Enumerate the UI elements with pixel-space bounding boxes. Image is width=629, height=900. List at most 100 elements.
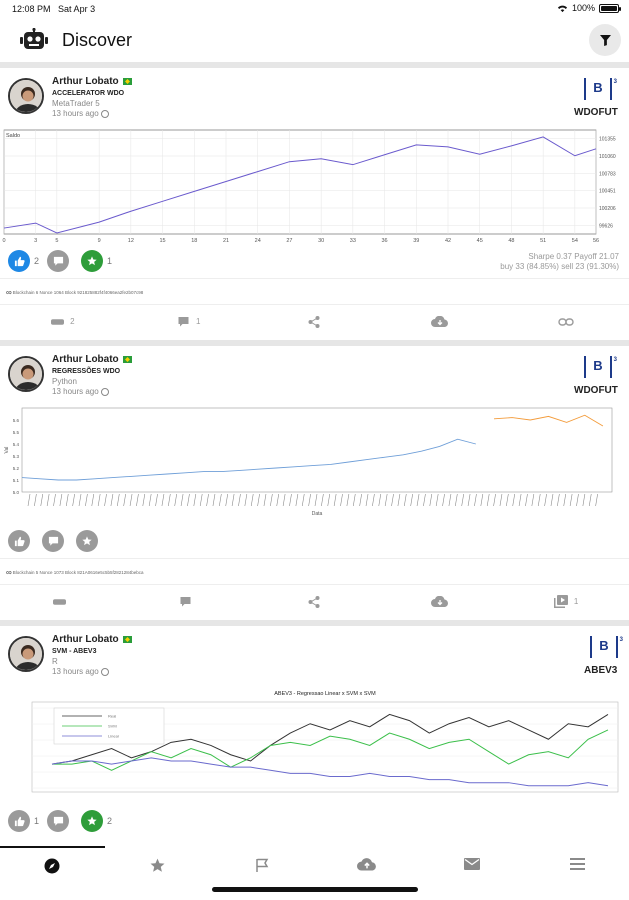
avatar[interactable] [8, 78, 44, 114]
svm-chart[interactable]: ABEV3 - Regressao Linear x SVM x SVM Real… [0, 688, 629, 798]
x-tick-label [199, 493, 203, 507]
tab-favorites[interactable] [105, 858, 209, 873]
x-tick-label [219, 493, 222, 507]
avatar[interactable] [8, 356, 44, 392]
author-name[interactable]: Arthur Lobato [52, 354, 132, 365]
x-tick-label [282, 493, 286, 507]
star-count: 1 [107, 256, 113, 266]
y-tick-label: 5.1 [13, 478, 20, 483]
globe-icon [100, 387, 109, 396]
download-button[interactable] [377, 585, 503, 618]
cloud-download-icon [431, 315, 449, 327]
x-tick-label [455, 493, 458, 507]
download-button[interactable] [377, 305, 503, 338]
x-tick-label [359, 493, 362, 507]
post-card[interactable]: Arthur Lobato ACCELERATOR WDO MetaTrader… [0, 68, 629, 340]
dislike-button[interactable] [47, 810, 70, 832]
reactions [8, 530, 106, 552]
x-tick-label [250, 493, 254, 507]
share-button[interactable] [252, 585, 378, 618]
divider [0, 278, 629, 279]
video-button[interactable]: 1 [503, 585, 629, 618]
like-button[interactable] [8, 530, 30, 552]
tab-messages[interactable] [420, 858, 524, 870]
like-button[interactable] [8, 250, 30, 272]
separator [0, 62, 629, 68]
y-tick-label: 101060 [599, 154, 616, 160]
x-tick-label: 42 [445, 238, 451, 244]
chart-title: Saldo [6, 133, 20, 139]
tab-menu[interactable] [525, 858, 629, 870]
cloud-upload-icon [357, 858, 376, 871]
tab-flags[interactable] [210, 858, 314, 873]
x-tick-label [544, 493, 547, 507]
y-axis-label: Val [4, 447, 10, 454]
tab-discover[interactable] [0, 858, 104, 874]
views-button[interactable] [0, 585, 126, 618]
dislike-button[interactable] [42, 530, 64, 552]
x-tick-label: 18 [191, 238, 197, 244]
series-line-Linear [51, 757, 609, 787]
comments-button[interactable] [126, 585, 252, 618]
thumbs-up-icon [14, 256, 25, 266]
reactions: 2 1 [8, 250, 116, 272]
x-tick-label: 9 [98, 238, 101, 244]
post-card[interactable]: Arthur Lobato REGRESSÕES WDO Python 13 h… [0, 346, 629, 620]
menu-icon [569, 858, 585, 870]
avatar[interactable] [8, 636, 44, 672]
status-date: Sat Apr 3 [58, 4, 96, 14]
x-tick-label: 39 [413, 238, 419, 244]
x-tick-label [142, 493, 146, 507]
status-time: 12:08 PM [12, 4, 51, 14]
author-name[interactable]: Arthur Lobato [52, 76, 132, 87]
y-tick-label: 101355 [599, 137, 616, 143]
x-tick-label [340, 493, 343, 507]
x-tick-label [327, 493, 331, 507]
battery-percent: 100% [571, 3, 595, 13]
x-tick-label [525, 493, 528, 507]
tab-upload[interactable] [315, 858, 419, 872]
x-tick-label [257, 493, 260, 507]
author-name[interactable]: Arthur Lobato [52, 634, 132, 645]
x-tick-label [91, 493, 95, 507]
share-button[interactable] [252, 305, 378, 338]
wifi-icon [557, 5, 568, 12]
comments-count: 1 [195, 317, 201, 326]
x-tick-label [289, 493, 292, 507]
dislike-button[interactable] [47, 250, 70, 272]
mail-icon [464, 858, 480, 870]
battery-icon [599, 3, 621, 13]
x-tick-label: 0 [2, 238, 5, 244]
globe-icon [100, 667, 109, 676]
x-tick-label [129, 493, 133, 507]
x-tick-label [295, 493, 299, 507]
x-tick-label [518, 493, 522, 507]
x-tick-label: 36 [382, 238, 388, 244]
equity-chart[interactable]: 0 3 5 9 12 15 18 21 24 27 30 33 36 39 42 45 48 51 54 56 9962… [0, 126, 629, 244]
views-button[interactable]: 2 [0, 305, 126, 338]
stats-line-1: Sharpe 0.37 Payoff 21.07 [528, 252, 619, 261]
strategy-name: REGRESSÕES WDO [52, 368, 121, 375]
x-tick-label [512, 493, 516, 507]
comments-button[interactable]: 1 [126, 305, 252, 338]
link-button[interactable] [503, 305, 629, 338]
x-tick-label [193, 493, 197, 507]
post-card[interactable]: Arthur Lobato SVM - ABEV3 R 13 hours ago… [0, 626, 629, 846]
x-tick-label [180, 493, 184, 507]
x-tick-label: 51 [540, 238, 546, 244]
home-indicator[interactable] [212, 887, 418, 892]
regression-chart[interactable]: 5.0 5.1 5.2 5.3 5.4 5.5 5.6 Data Val [0, 404, 629, 524]
star-button[interactable] [76, 530, 98, 552]
exchange-logo-sup: 3 [613, 357, 617, 363]
x-tick-label: 5 [55, 238, 58, 244]
series-line-real [21, 438, 476, 481]
star-button[interactable] [81, 250, 104, 272]
filter-button[interactable] [589, 24, 621, 56]
x-tick-label [582, 493, 586, 507]
star-button[interactable] [81, 810, 104, 832]
reactions: 1 2 [8, 810, 116, 832]
x-tick-label [321, 493, 324, 507]
x-tick-label: 54 [572, 238, 578, 244]
like-button[interactable] [8, 810, 30, 832]
